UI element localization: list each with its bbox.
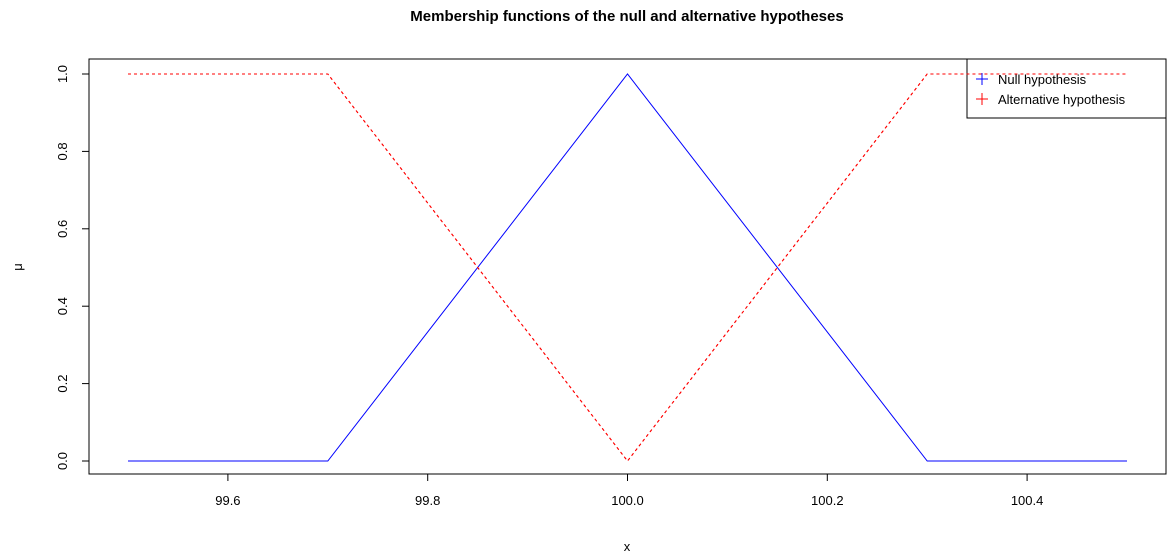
x-axis: 99.6 99.8 100.0 100.2 100.4 <box>215 473 1044 508</box>
legend-item: Alternative hypothesis <box>976 92 1126 107</box>
x-tick-label: 100.4 <box>1011 493 1044 508</box>
series-layer <box>128 73 1127 462</box>
plot-area-frame <box>88 58 1167 475</box>
x-tick-label: 100.2 <box>811 493 844 508</box>
y-tick-label: 0.0 <box>55 452 70 470</box>
y-axis: 0.0 0.2 0.4 0.6 0.8 1.0 <box>55 65 90 470</box>
y-tick-label: 0.8 <box>55 142 70 160</box>
x-tick-label: 100.0 <box>611 493 644 508</box>
y-axis-label: μ <box>10 263 25 271</box>
legend-label: Alternative hypothesis <box>998 92 1126 107</box>
y-tick-label: 0.2 <box>55 375 70 393</box>
chart-title: Membership functions of the null and alt… <box>410 8 843 25</box>
legend-box <box>966 58 1167 119</box>
y-tick-label: 0.4 <box>55 297 70 315</box>
legend-item: Null hypothesis <box>976 72 1087 87</box>
series-line-null-hypothesis <box>128 73 1127 462</box>
x-tick-label: 99.8 <box>415 493 440 508</box>
y-tick-label: 0.6 <box>55 220 70 238</box>
x-axis-label: x <box>624 539 631 554</box>
series-line-alternative-hypothesis-overlay <box>128 73 1127 462</box>
legend: Null hypothesis Alternative hypothesis <box>966 58 1167 119</box>
y-tick-label: 1.0 <box>55 65 70 83</box>
legend-label: Null hypothesis <box>998 72 1087 87</box>
x-tick-label: 99.6 <box>215 493 240 508</box>
series-line-alternative-hypothesis <box>128 73 1127 462</box>
